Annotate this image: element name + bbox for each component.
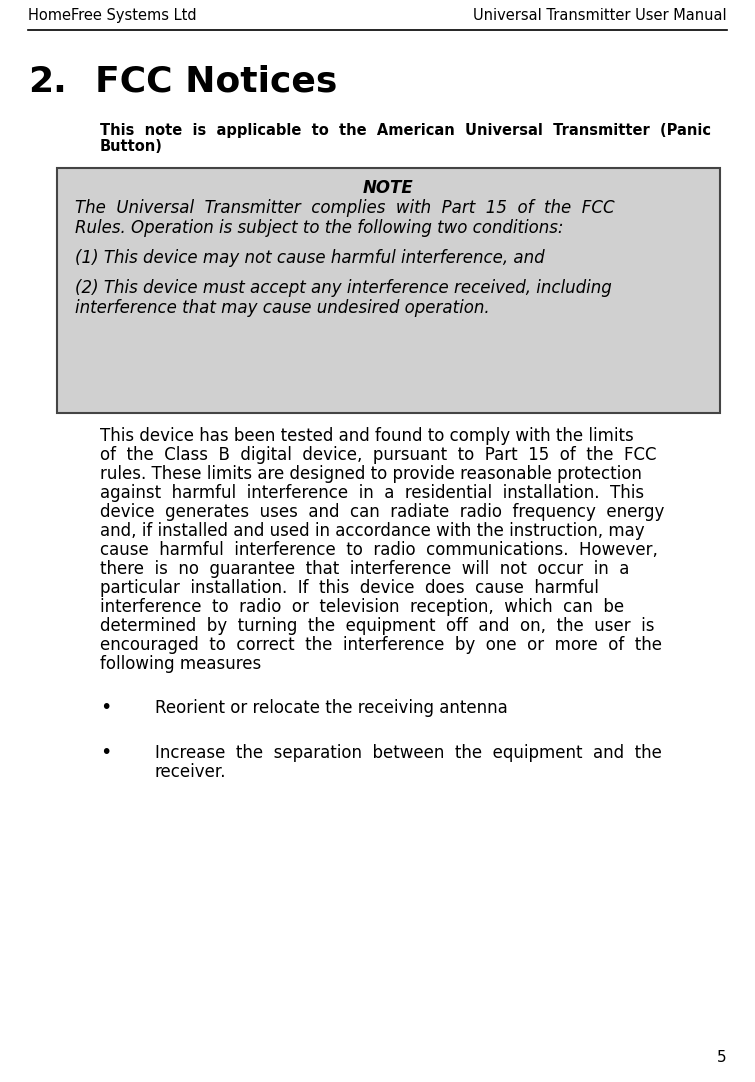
FancyBboxPatch shape	[57, 168, 720, 413]
Text: Reorient or relocate the receiving antenna: Reorient or relocate the receiving anten…	[155, 699, 508, 717]
Text: •: •	[100, 698, 112, 717]
Text: 5: 5	[717, 1050, 727, 1065]
Text: there  is  no  guarantee  that  interference  will  not  occur  in  a: there is no guarantee that interference …	[100, 560, 630, 578]
Text: This device has been tested and found to comply with the limits: This device has been tested and found to…	[100, 427, 633, 445]
Text: 2.: 2.	[28, 65, 66, 98]
Text: particular  installation.  If  this  device  does  cause  harmful: particular installation. If this device …	[100, 579, 599, 597]
Text: •: •	[100, 743, 112, 762]
Text: interference  to  radio  or  television  reception,  which  can  be: interference to radio or television rece…	[100, 598, 624, 616]
Text: interference that may cause undesired operation.: interference that may cause undesired op…	[75, 299, 490, 317]
Text: against  harmful  interference  in  a  residential  installation.  This: against harmful interference in a reside…	[100, 484, 644, 502]
Text: following measures: following measures	[100, 655, 261, 673]
Text: of  the  Class  B  digital  device,  pursuant  to  Part  15  of  the  FCC: of the Class B digital device, pursuant …	[100, 446, 657, 464]
Text: HomeFree Systems Ltd: HomeFree Systems Ltd	[28, 8, 196, 23]
Text: This  note  is  applicable  to  the  American  Universal  Transmitter  (Panic: This note is applicable to the American …	[100, 123, 711, 138]
Text: rules. These limits are designed to provide reasonable protection: rules. These limits are designed to prov…	[100, 465, 642, 483]
Text: Increase  the  separation  between  the  equipment  and  the: Increase the separation between the equi…	[155, 744, 662, 762]
Text: receiver.: receiver.	[155, 763, 226, 781]
Text: Rules. Operation is subject to the following two conditions:: Rules. Operation is subject to the follo…	[75, 219, 563, 237]
Text: Universal Transmitter User Manual: Universal Transmitter User Manual	[473, 8, 727, 23]
Text: encouraged  to  correct  the  interference  by  one  or  more  of  the: encouraged to correct the interference b…	[100, 636, 662, 654]
Text: cause  harmful  interference  to  radio  communications.  However,: cause harmful interference to radio comm…	[100, 541, 658, 559]
Text: Button): Button)	[100, 138, 163, 154]
Text: device  generates  uses  and  can  radiate  radio  frequency  energy: device generates uses and can radiate ra…	[100, 503, 664, 522]
Text: (2) This device must accept any interference received, including: (2) This device must accept any interfer…	[75, 279, 612, 296]
Text: (1) This device may not cause harmful interference, and: (1) This device may not cause harmful in…	[75, 249, 544, 267]
Text: and, if installed and used in accordance with the instruction, may: and, if installed and used in accordance…	[100, 522, 645, 540]
Text: NOTE: NOTE	[363, 179, 414, 197]
Text: The  Universal  Transmitter  complies  with  Part  15  of  the  FCC: The Universal Transmitter complies with …	[75, 199, 615, 217]
Text: FCC Notices: FCC Notices	[95, 65, 337, 98]
Text: determined  by  turning  the  equipment  off  and  on,  the  user  is: determined by turning the equipment off …	[100, 617, 655, 635]
